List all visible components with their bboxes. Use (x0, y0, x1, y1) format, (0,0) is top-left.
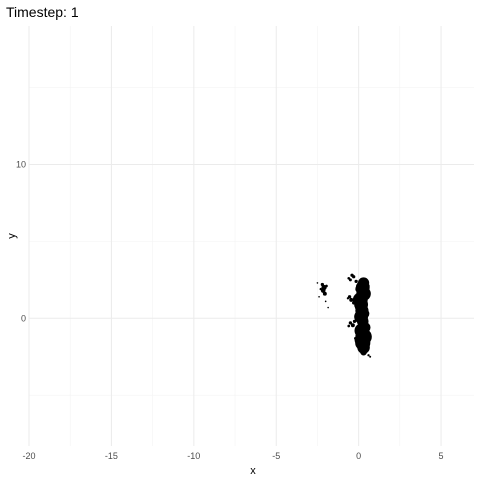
data-point (366, 293, 371, 297)
data-point (324, 300, 327, 303)
x-tick-label: -10 (187, 451, 200, 461)
data-point (347, 324, 351, 328)
y-tick-labels: 0 10 (16, 159, 26, 323)
data-point (348, 278, 352, 282)
y-tick-label: 0 (21, 313, 26, 323)
data-point (354, 334, 365, 345)
chart-title: Timestep: 1 (6, 4, 79, 20)
data-point (355, 305, 359, 310)
data-point (316, 282, 319, 284)
data-point (319, 287, 322, 291)
y-tick-label: 10 (16, 159, 26, 169)
y-axis-label: y (6, 233, 18, 239)
data-point (350, 323, 355, 328)
data-point (348, 321, 353, 325)
data-point (352, 319, 357, 324)
data-point (349, 297, 354, 302)
data-point (320, 288, 326, 293)
data-point (325, 284, 328, 288)
data-point (369, 355, 372, 358)
data-point (327, 306, 329, 309)
data-point (352, 301, 356, 305)
x-tick-label: -15 (105, 451, 118, 461)
data-point (355, 313, 360, 318)
x-tick-label: -20 (22, 451, 35, 461)
x-tick-labels: -20 -15 -10 -5 0 5 (22, 451, 443, 461)
data-point (354, 336, 357, 340)
data-point (322, 291, 327, 296)
data-point (360, 348, 367, 356)
x-axis-label: x (250, 465, 256, 477)
data-point (352, 275, 356, 279)
x-tick-label: -5 (272, 451, 280, 461)
data-point (320, 282, 325, 287)
data-point (318, 295, 320, 298)
data-point (365, 284, 370, 288)
data-point (359, 308, 370, 319)
data-point (355, 284, 364, 294)
data-point (346, 297, 350, 300)
data-point (354, 279, 358, 284)
data-point (359, 322, 371, 333)
data-point (367, 354, 370, 357)
data-points (316, 273, 372, 358)
x-tick-label: 0 (356, 451, 361, 461)
x-tick-label: 5 (439, 451, 444, 461)
grid (28, 26, 474, 446)
